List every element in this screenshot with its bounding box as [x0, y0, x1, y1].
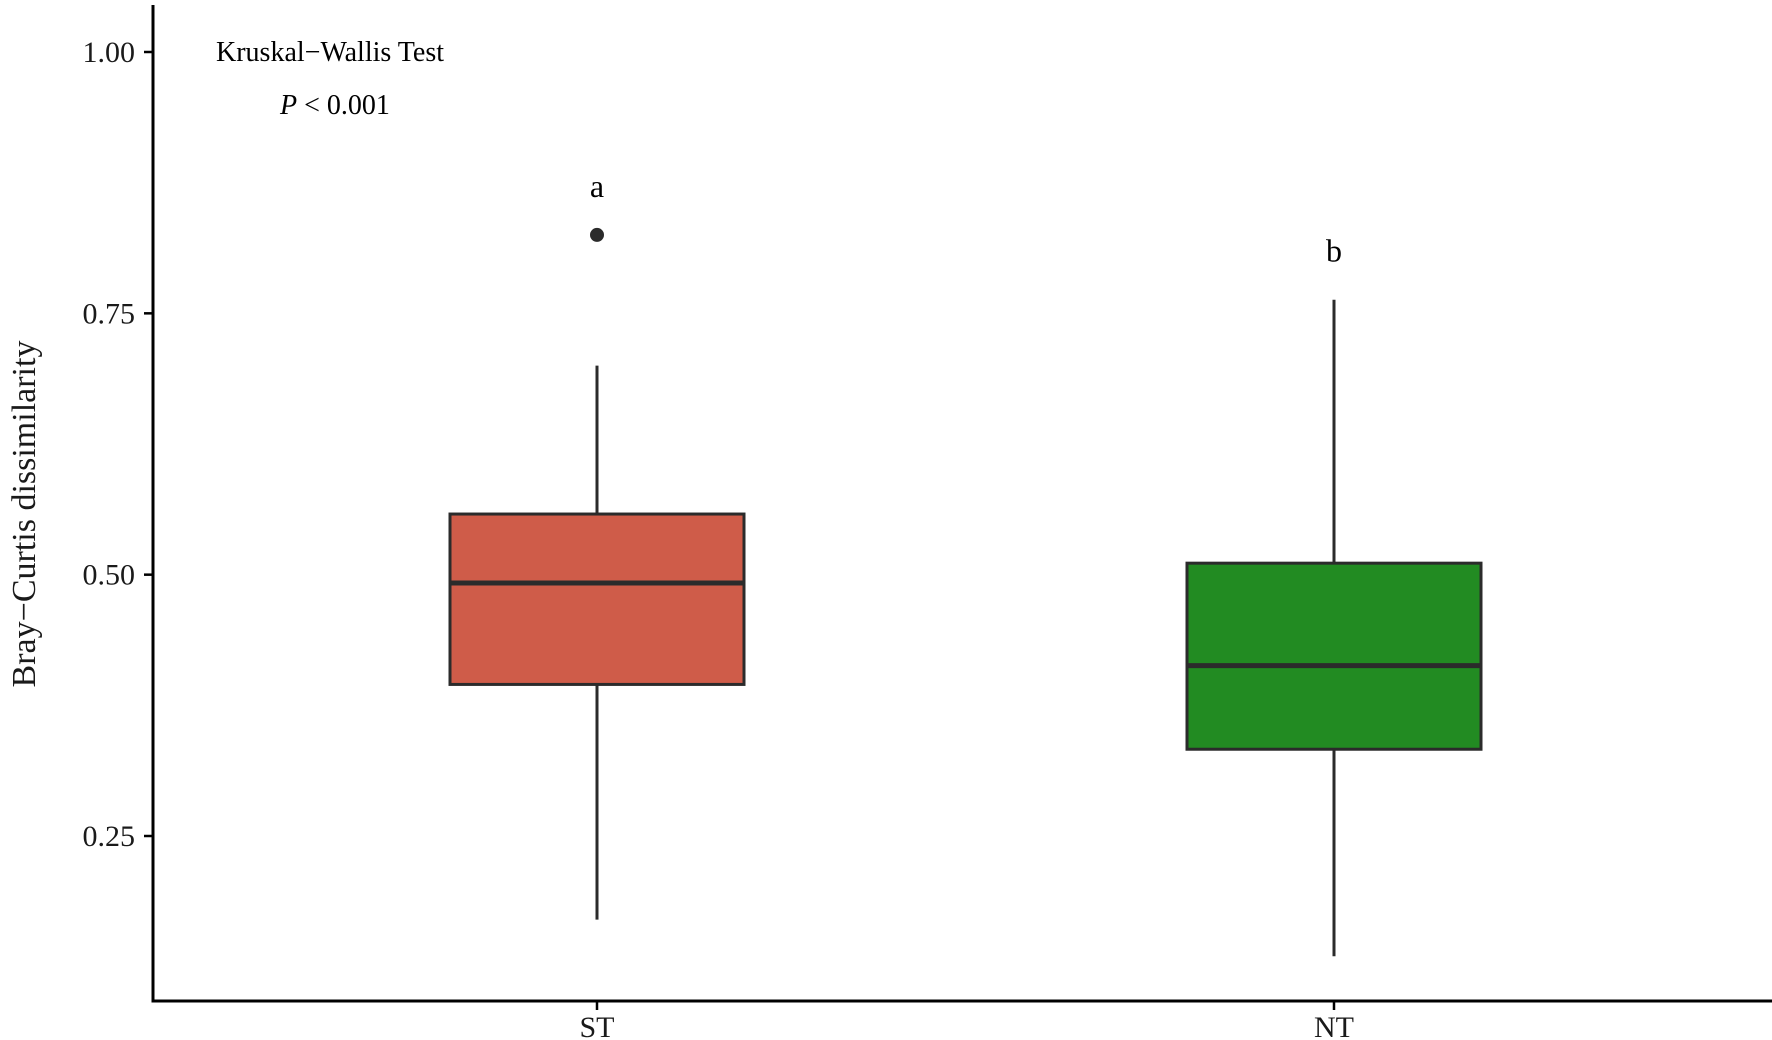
y-axis-ticks: 0.25 0.50 0.75 1.00 [83, 36, 153, 853]
p-value-text: < 0.001 [297, 90, 390, 121]
y-tick-label: 1.00 [83, 36, 136, 69]
boxes-layer: ab [448, 168, 1483, 957]
significance-letter: b [1326, 233, 1342, 269]
p-value-annotation: P < 0.001 [279, 90, 390, 121]
box-group-st: a [448, 168, 746, 920]
outlier-point [590, 227, 604, 242]
x-tick-label: NT [1314, 1011, 1354, 1040]
test-name-annotation: Kruskal−Wallis Test [216, 37, 444, 68]
significance-letter: a [590, 168, 604, 204]
box-group-nt: b [1185, 233, 1483, 957]
y-axis-title: Bray−Curtis dissimilarity [6, 341, 43, 688]
iqr-box [1185, 561, 1483, 751]
p-symbol: P [279, 90, 297, 121]
y-tick-label: 0.25 [83, 820, 136, 853]
x-axis-ticks: ST NT [579, 1001, 1354, 1040]
y-tick-label: 0.50 [83, 559, 136, 592]
y-tick-label: 0.75 [83, 297, 136, 330]
iqr-box [448, 512, 746, 686]
x-tick-label: ST [579, 1011, 614, 1040]
